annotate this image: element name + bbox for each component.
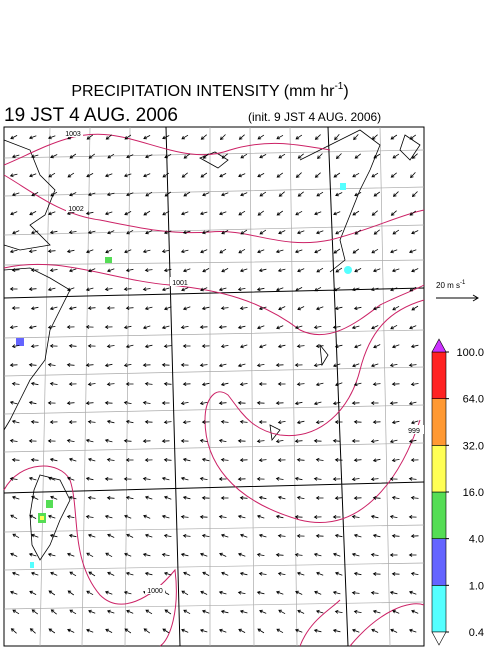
colorbar-label: 16.0 — [463, 487, 484, 499]
wind-vectors — [9, 134, 419, 634]
isobar-label: 1001 — [172, 280, 188, 287]
colorbar-segment — [431, 445, 447, 493]
title-exp: -1 — [334, 81, 343, 92]
isobar-label-bg — [170, 277, 190, 286]
ref-label-main: 20 m s — [436, 281, 460, 290]
title-main: PRECIPITATION INTENSITY (mm hr — [71, 83, 335, 100]
precip-cell — [344, 266, 352, 274]
precip-cell — [340, 183, 346, 190]
colorbar-segment — [431, 398, 447, 446]
colorbar-under — [431, 631, 447, 646]
graticule — [3, 126, 425, 647]
colorbar-label: 64.0 — [463, 394, 484, 406]
isobar-label: 1000 — [147, 588, 163, 595]
valid-time: 19 JST 4 AUG. 2006 — [4, 105, 178, 126]
isobar-label-bg — [63, 128, 83, 137]
ref-vector — [436, 294, 479, 302]
precip — [16, 183, 352, 568]
precip-cell — [16, 338, 24, 346]
colorbar-label: 100.0 — [456, 347, 484, 359]
isobar-label-bg — [66, 203, 86, 212]
ref-label-exp: -1 — [460, 280, 466, 286]
colorbar-label: 4.0 — [469, 534, 484, 546]
precip-cell — [105, 257, 112, 263]
major-graticule — [3, 126, 425, 647]
isobar-label: 1003 — [65, 131, 81, 138]
isobar-label-bg — [145, 585, 165, 594]
colorbar-segment — [431, 351, 447, 399]
precip-cell — [46, 500, 53, 508]
precip-cell — [40, 516, 44, 520]
title-close: ) — [343, 83, 348, 100]
colorbar-label: 1.0 — [469, 580, 484, 592]
map-area — [3, 126, 425, 647]
colorbar-label: 0.4 — [469, 627, 484, 639]
isobar-label-bg — [404, 425, 424, 434]
colorbar-segment — [431, 538, 447, 586]
isobars — [3, 133, 425, 647]
isobar-label: 999 — [408, 428, 420, 435]
colorbar-over — [431, 338, 447, 353]
colorbar-label: 32.0 — [463, 440, 484, 452]
title: PRECIPITATION INTENSITY (mm hr-1) — [71, 81, 348, 100]
ref-vector-label: 20 m s-1 — [436, 280, 466, 290]
colorbar-segment — [431, 585, 447, 633]
init-time: (init. 9 JST 4 AUG. 2006) — [248, 110, 381, 124]
precip-cell — [30, 562, 34, 568]
isobar-label: 1002 — [68, 206, 84, 213]
colorbar-segment — [431, 491, 447, 539]
